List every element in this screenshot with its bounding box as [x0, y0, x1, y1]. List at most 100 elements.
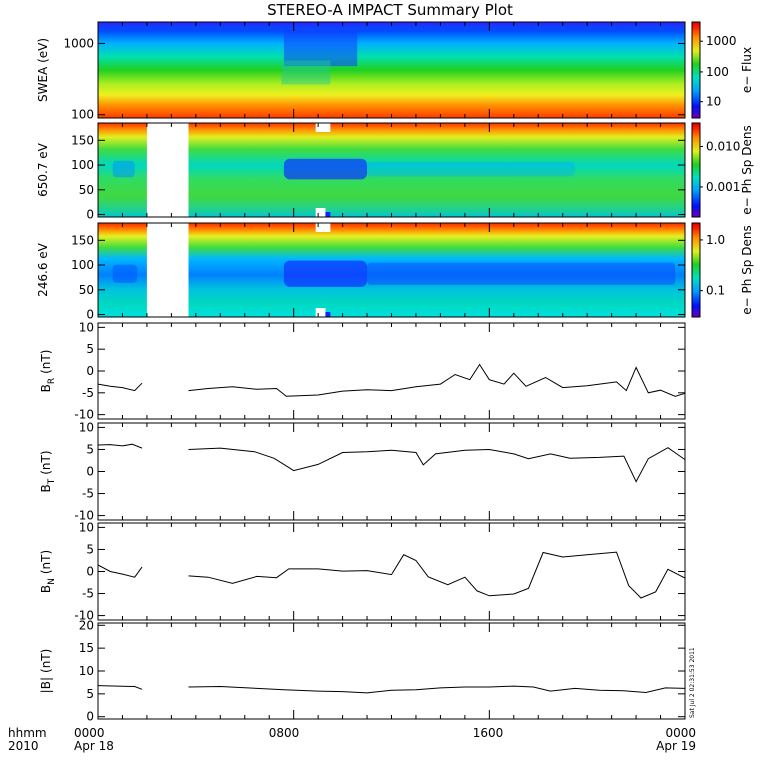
data-gap-notch-pixel	[325, 312, 331, 317]
field-trace-segment-1	[97, 564, 143, 578]
pitch-angle-depletion-band	[367, 262, 676, 285]
y-tick-label: 10	[79, 320, 94, 334]
generation-timestamp: Sat Jul 2 02:31:53 2011	[689, 647, 696, 718]
colorbar-tick-label: 0.010	[706, 140, 740, 154]
y-tick-label: -5	[82, 487, 94, 501]
colorbar-1	[691, 21, 701, 119]
y-tick-label: 1000	[63, 36, 94, 50]
pitch-angle-depletion-band	[367, 161, 575, 177]
pitch-angle-depletion-early	[112, 160, 135, 178]
colorbar-tick-label: 100	[706, 65, 729, 79]
y-axis-label-subscript: R	[47, 378, 57, 384]
y-axis-label: 650.7 eV	[36, 142, 50, 197]
y-tick-label: 100	[71, 158, 94, 172]
y-axis-label-unit: (nT)	[39, 550, 53, 574]
y-axis-label: BR (nT)	[39, 350, 57, 393]
date-label-apr-19: Apr 19	[656, 739, 696, 753]
field-trace-segment-2	[188, 447, 686, 483]
colorbar-2	[691, 122, 701, 218]
y-axis-label-main: |B|	[39, 677, 53, 693]
y-tick-label: 5	[86, 342, 94, 356]
y-tick-label: 0	[86, 364, 94, 378]
y-axis-label: |B| (nT)	[39, 649, 53, 694]
panel-5: 10 5 0 -5 -10 BT (nT)	[39, 420, 686, 523]
time-axis-label-year: 2010	[8, 739, 39, 753]
flux-enhancement-region	[283, 29, 358, 67]
colorbar-label: e− Ph Sp Dens	[740, 225, 754, 314]
y-axis-label: SWEA (eV)	[36, 38, 50, 102]
y-tick-label: 5	[86, 442, 94, 456]
time-tick-label-0000-end: 0000	[665, 726, 696, 740]
y-tick-label: 15	[79, 641, 94, 655]
y-tick-label: 150	[71, 233, 94, 247]
y-axis-label: 246.6 eV	[36, 242, 50, 297]
data-gap-1	[146, 223, 189, 317]
colorbar-label: e− Ph Sp Dens	[740, 125, 754, 214]
y-tick-label: -10	[74, 408, 94, 422]
spectrogram-image-2	[98, 123, 685, 217]
colorbar-tick-label: 1.0	[706, 233, 725, 247]
y-axis-label-unit: (nT)	[39, 450, 53, 474]
y-axis-label-subscript: T	[47, 478, 57, 485]
pitch-angle-depletion-region	[283, 260, 368, 287]
colorbar-tick-label: 0.1	[706, 284, 725, 298]
colorbar-label: e− Flux	[740, 47, 754, 93]
y-axis-label-main: B	[39, 585, 53, 593]
y-axis-label: BT (nT)	[39, 450, 57, 492]
y-tick-label: 10	[79, 420, 94, 434]
panel-2: 150 100 50 0 650.7 eV 0.010 0.001 e− Ph Sp Dens	[36, 122, 754, 222]
spectrogram-image-1	[98, 22, 685, 118]
field-trace-segment-2	[188, 685, 686, 694]
colorbar-tick-label: 1000	[706, 34, 737, 48]
field-trace-segment-2	[188, 363, 686, 397]
field-trace-segment-1	[97, 443, 143, 449]
data-gap-notch-bottom	[315, 208, 326, 217]
y-tick-label: 0	[86, 208, 94, 222]
y-axis-label-unit: (nT)	[39, 350, 53, 374]
y-axis-label-unit: (nT)	[39, 649, 53, 673]
spectrogram-image-3	[98, 223, 685, 317]
y-tick-label: -5	[82, 587, 94, 601]
data-gap-notch-bottom	[315, 308, 326, 317]
y-tick-label: 100	[71, 258, 94, 272]
data-gap-notch-top	[315, 223, 331, 232]
y-tick-label: 0	[86, 308, 94, 322]
colorbar-tick-label: 10	[706, 95, 721, 109]
panel-7: 20 15 10 5 0 |B| (nT)	[39, 618, 686, 724]
data-gap-1	[146, 123, 189, 217]
data-gap-notch-top	[315, 123, 331, 132]
y-axis-label-main: B	[39, 384, 53, 392]
pitch-angle-depletion-early	[112, 264, 138, 283]
y-tick-label: 50	[79, 183, 94, 197]
y-tick-label: -10	[74, 609, 94, 623]
y-axis-label-main: B	[39, 484, 53, 492]
time-tick-label-0800: 0800	[269, 726, 300, 740]
y-tick-label: 20	[79, 618, 94, 632]
panel-frame	[97, 622, 686, 720]
date-label-apr-18: Apr 18	[74, 739, 114, 753]
panel-6: 10 5 0 -5 -10 BN (nT)	[39, 520, 686, 623]
field-trace-segment-1	[97, 382, 143, 392]
y-tick-label: -10	[74, 509, 94, 523]
colorbar-3	[691, 222, 701, 318]
y-tick-label: 10	[79, 664, 94, 678]
colorbar-tick-label: 0.001	[706, 180, 740, 194]
panel-frame	[97, 522, 686, 621]
y-tick-label: 10	[79, 520, 94, 534]
field-trace-segment-1	[97, 685, 143, 690]
y-tick-label: 0	[86, 465, 94, 479]
y-tick-label: 5	[86, 542, 94, 556]
data-gap-notch-pixel	[325, 212, 331, 217]
time-axis-label-hhmm: hhmm	[8, 726, 47, 740]
panel-frame	[97, 422, 686, 521]
y-tick-label: -5	[82, 386, 94, 400]
y-tick-label: 0	[86, 710, 94, 724]
pitch-angle-depletion-region	[283, 158, 368, 180]
y-tick-label: 5	[86, 687, 94, 701]
y-tick-label: 50	[79, 283, 94, 297]
y-axis-label: BN (nT)	[39, 550, 57, 593]
y-tick-label: 150	[71, 133, 94, 147]
y-tick-label: 100	[71, 108, 94, 122]
y-axis-label-subscript: N	[47, 578, 57, 585]
